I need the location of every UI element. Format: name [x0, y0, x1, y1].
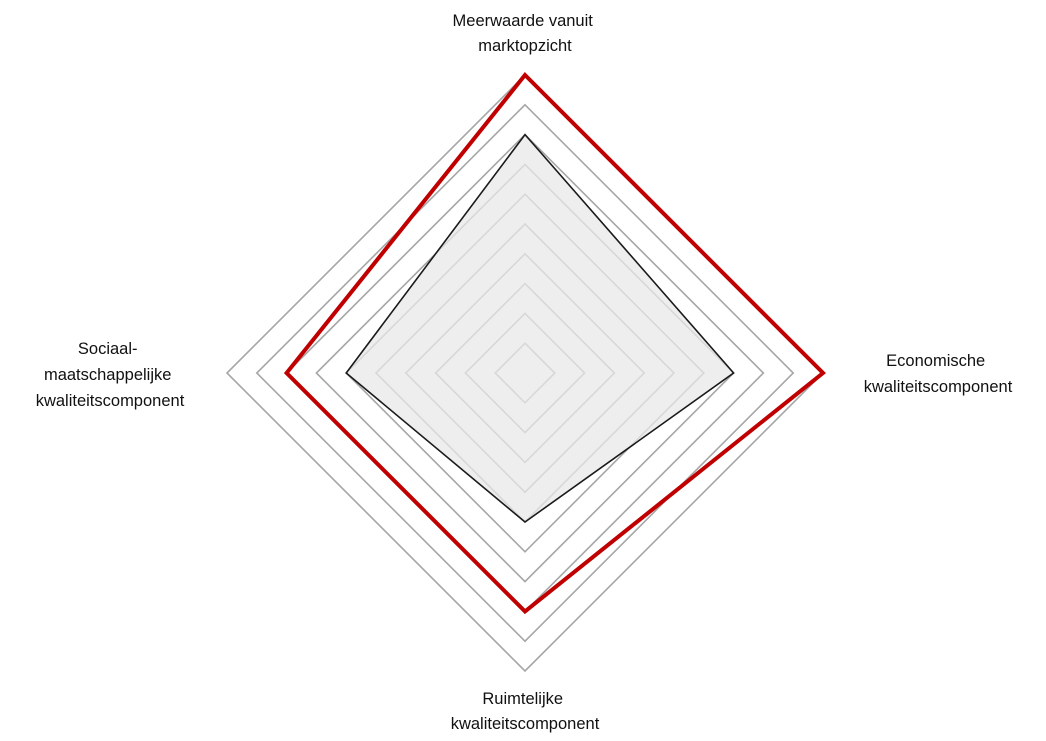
series-2-polygon [345, 133, 735, 524]
grid-ring-9 [255, 103, 795, 643]
axis-label-economische: Economische kwaliteitscomponent [864, 352, 1013, 396]
axis-labels: Meerwaarde vanuit marktopzicht Economisc… [36, 12, 1013, 733]
axis-label-meerwaarde: Meerwaarde vanuit marktopzicht [453, 12, 598, 55]
series-1-polygon [283, 72, 826, 615]
series-layer [283, 72, 826, 615]
axis-label-sociaal: Sociaal- maatschappelijke kwaliteitscomp… [36, 340, 185, 410]
axis-label-ruimtelijke: Ruimtelijke kwaliteitscomponent [451, 690, 600, 733]
